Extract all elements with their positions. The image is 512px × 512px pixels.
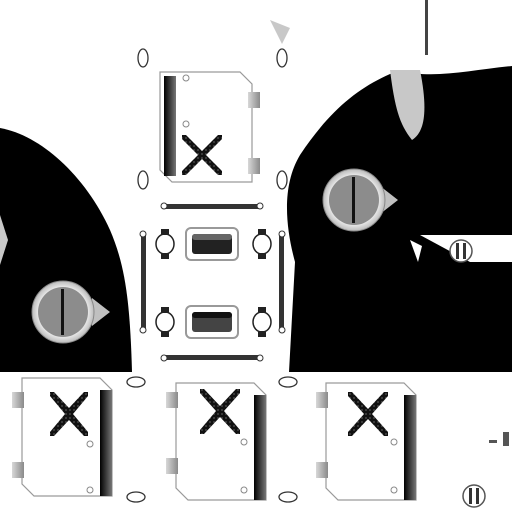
- eye-left: [31, 280, 110, 344]
- edge-mark: [489, 440, 497, 443]
- screw-right-upper: [449, 239, 473, 263]
- panel-bottom-left: [12, 377, 113, 497]
- black-shape-right: [286, 66, 512, 372]
- panel-bottom-right: [316, 382, 417, 501]
- eye-right: [322, 168, 398, 232]
- panel-top: [159, 71, 260, 183]
- center-bracket: [139, 202, 286, 362]
- screw-right-lower: [462, 484, 486, 508]
- panel-bottom-middle: [166, 382, 267, 501]
- marker-ovals: [126, 48, 298, 503]
